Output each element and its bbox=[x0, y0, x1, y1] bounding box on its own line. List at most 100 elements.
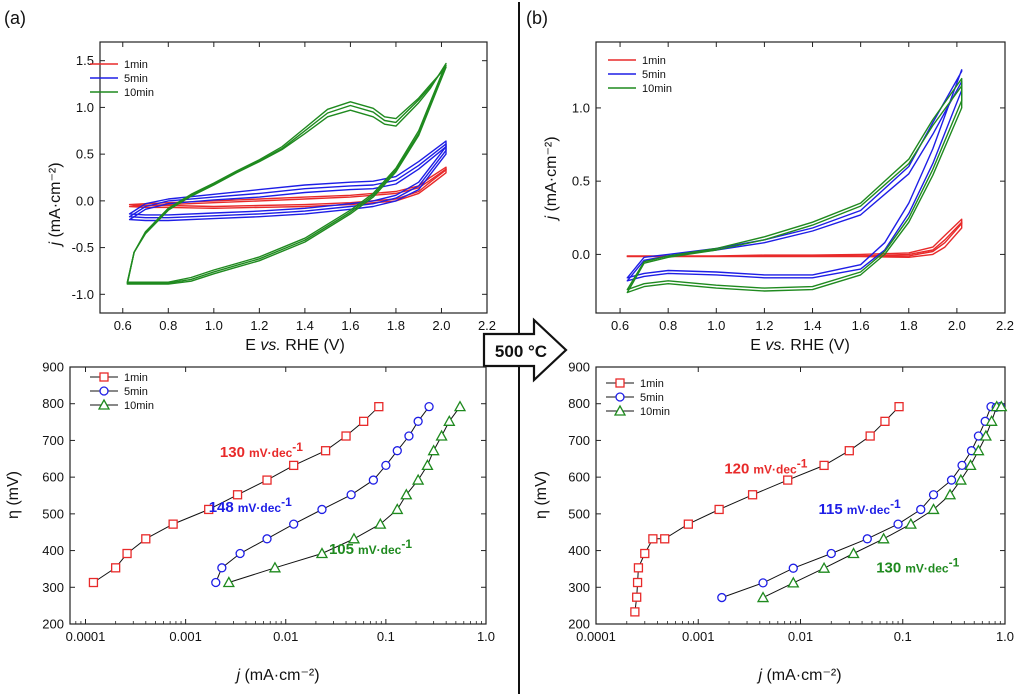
x-tick-label: 0.01 bbox=[788, 629, 813, 644]
x-tick-label: 0.001 bbox=[169, 629, 202, 644]
y-tick-label: 400 bbox=[568, 543, 590, 558]
x-tick-label: 1.8 bbox=[387, 318, 405, 333]
data-point-square bbox=[630, 607, 640, 617]
data-point-triangle bbox=[315, 547, 329, 559]
data-point-circle bbox=[788, 563, 798, 573]
slope-unit-exp: -1 bbox=[890, 497, 901, 511]
y-tick-label: 300 bbox=[42, 580, 64, 595]
legend-label-5min: 5min bbox=[640, 392, 664, 404]
x-tick-label: 1.2 bbox=[250, 318, 268, 333]
y-axis-label: j (mA·cm⁻²) bbox=[47, 162, 64, 247]
y-tick-label: -0.5 bbox=[72, 240, 94, 255]
data-point-circle bbox=[235, 548, 245, 559]
data-point-triangle bbox=[964, 459, 977, 471]
cv-cycle-line bbox=[126, 64, 447, 284]
data-point-triangle bbox=[817, 561, 831, 573]
series-10min bbox=[126, 62, 447, 285]
slope-value: 148 bbox=[209, 499, 234, 516]
cv-cycle-line bbox=[128, 146, 447, 222]
plot-frame bbox=[99, 41, 488, 314]
x-tick-label: 1.4 bbox=[803, 318, 821, 333]
data-point-square bbox=[232, 490, 243, 500]
data-point-square bbox=[615, 378, 625, 388]
data-point-triangle bbox=[435, 429, 448, 441]
data-point-square bbox=[783, 475, 793, 485]
series-1min bbox=[88, 402, 384, 588]
y-tick-label: 800 bbox=[42, 396, 64, 411]
data-point-square bbox=[374, 402, 384, 412]
data-point-triangle bbox=[391, 503, 404, 515]
data-point-triangle bbox=[985, 414, 998, 426]
cv-cycle-line bbox=[126, 66, 447, 285]
x-tick-label: 1.0 bbox=[707, 318, 725, 333]
legend-label-1min: 1min bbox=[642, 55, 666, 67]
slope-unit: mV·dec bbox=[238, 501, 282, 515]
x-tick-label: 1.8 bbox=[900, 318, 918, 333]
y-axis-label: η (mV) bbox=[5, 471, 22, 519]
arrow-shape bbox=[482, 317, 568, 383]
data-point-circle bbox=[826, 548, 836, 559]
x-tick-label: 0.001 bbox=[682, 629, 715, 644]
axis-label-part: j bbox=[756, 667, 762, 684]
legend-label-5min: 5min bbox=[124, 386, 148, 398]
data-point-circle bbox=[346, 490, 356, 500]
plot-frame bbox=[69, 366, 487, 625]
y-tick-label: 600 bbox=[42, 470, 64, 485]
data-point-triangle bbox=[954, 473, 967, 485]
data-point-triangle bbox=[904, 517, 917, 529]
axis-label-part: (mA·cm⁻²) bbox=[762, 667, 842, 684]
x-tick-label: 0.1 bbox=[377, 629, 395, 644]
slope-unit: mV·dec bbox=[847, 503, 891, 517]
data-point-circle bbox=[99, 386, 109, 396]
series-1min bbox=[128, 166, 447, 209]
data-point-circle bbox=[946, 475, 957, 485]
data-point-square bbox=[660, 534, 670, 544]
x-axis-label: j (mA·cm⁻²) bbox=[756, 667, 841, 684]
slope-annotation: 130 mV·dec-1 bbox=[220, 440, 303, 461]
cv-chart-a: 0.6 0.8 1.0 1.2 1.4 1.6 1.8 2.0 2.2 -1.0 -0.5 0.0 0.… bbox=[4, 8, 496, 354]
axis-label-part: RHE (V) bbox=[281, 337, 345, 354]
legend: 1min 5min 10min bbox=[90, 372, 154, 412]
legend-label-1min: 1min bbox=[124, 59, 148, 71]
data-point-square bbox=[204, 504, 214, 515]
legend-label-5min: 5min bbox=[642, 69, 666, 81]
arrow-500c: 500 °C bbox=[482, 317, 568, 383]
cv-cycle-line bbox=[128, 168, 447, 209]
data-point-square bbox=[168, 519, 178, 529]
axis-label-part: RHE (V) bbox=[786, 337, 850, 354]
x-tick-label: 0.0001 bbox=[66, 629, 106, 644]
x-tick-label: 1.2 bbox=[755, 318, 773, 333]
y-tick-label: 0.0 bbox=[572, 247, 590, 262]
data-point-triangle bbox=[427, 444, 440, 456]
data-point-triangle bbox=[222, 576, 235, 588]
data-point-square bbox=[714, 504, 724, 515]
data-point-circle bbox=[404, 431, 414, 441]
data-point-circle bbox=[413, 416, 423, 426]
y-tick-label: 900 bbox=[568, 360, 590, 375]
y-tick-label: 800 bbox=[568, 396, 590, 411]
y-tick-label: 1.5 bbox=[76, 53, 94, 68]
data-point-square bbox=[289, 460, 299, 471]
x-tick-label: 2.2 bbox=[478, 318, 496, 333]
data-point-square bbox=[632, 592, 642, 602]
series-10min bbox=[222, 400, 467, 588]
data-point-triangle bbox=[787, 576, 800, 588]
data-point-circle bbox=[217, 563, 227, 573]
cv-cycle-line bbox=[626, 218, 963, 257]
axis-label-part: η (mV) bbox=[5, 471, 22, 519]
series-10min bbox=[756, 400, 1008, 603]
tafel-line bbox=[634, 406, 900, 612]
slope-value: 115 bbox=[819, 501, 843, 518]
slope-annotation: 115 mV·dec-1 bbox=[819, 497, 902, 518]
series-5min bbox=[128, 140, 447, 222]
data-point-circle bbox=[211, 577, 221, 588]
data-point-square bbox=[894, 402, 904, 412]
data-point-triangle bbox=[421, 459, 434, 471]
data-point-triangle bbox=[979, 429, 992, 441]
x-axis-label: E vs. RHE (V) bbox=[245, 337, 345, 354]
slope-unit-exp: -1 bbox=[292, 440, 303, 454]
slope-unit: mV·dec bbox=[753, 462, 797, 476]
data-point-triangle bbox=[412, 473, 425, 485]
cv-cycle-line bbox=[626, 221, 963, 258]
data-point-triangle bbox=[995, 400, 1008, 412]
